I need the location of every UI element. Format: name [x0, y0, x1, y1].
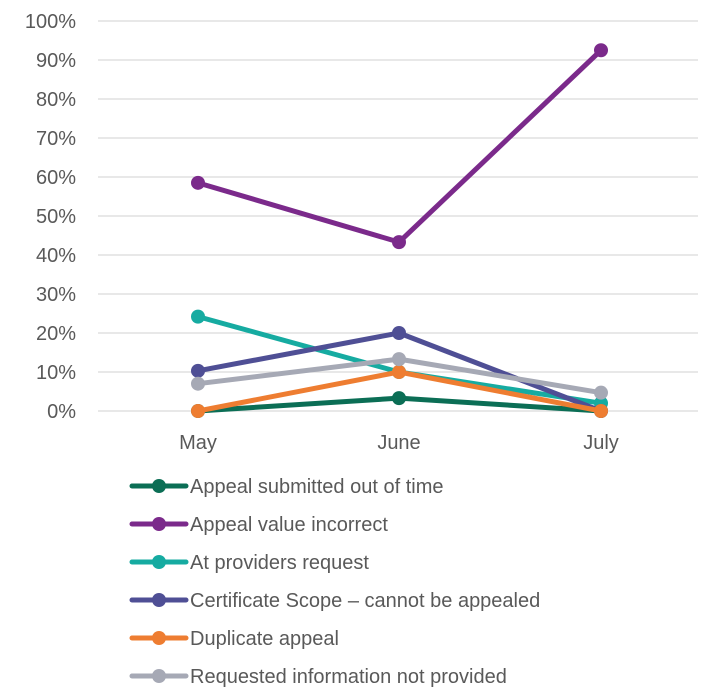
legend-swatch-marker [152, 555, 166, 569]
legend-label: At providers request [190, 552, 369, 574]
data-point [594, 404, 608, 418]
data-point [594, 385, 608, 400]
series-line [195, 47, 604, 245]
legend-label: Appeal submitted out of time [190, 476, 443, 498]
y-axis-tick-labels: 0% 10% 20% 30% 40% 50% 60% 70% 80% 90% 100% [25, 11, 76, 423]
legend-item: Requested information not provided [129, 666, 507, 688]
legend-item: Certificate Scope – cannot be appealed [129, 590, 540, 612]
x-axis-tick-labels: May June July [179, 432, 619, 454]
y-tick-label: 50% [36, 206, 76, 228]
legend-label: Appeal value incorrect [190, 514, 388, 536]
data-point [191, 363, 205, 378]
x-tick-label: May [179, 432, 217, 454]
series-group [191, 352, 608, 400]
legend-swatch-marker [152, 479, 166, 493]
y-tick-label: 60% [36, 167, 76, 189]
y-tick-label: 40% [36, 245, 76, 267]
y-tick-label: 80% [36, 89, 76, 111]
legend-swatch-marker [152, 593, 166, 607]
data-series [191, 43, 608, 418]
data-point [191, 376, 205, 391]
legend-item: Appeal value incorrect [129, 514, 388, 536]
legend-item: Duplicate appeal [129, 628, 339, 650]
legend-swatch-marker [152, 517, 166, 531]
series-group [191, 365, 608, 418]
data-point [392, 352, 406, 367]
legend-swatch-marker [152, 669, 166, 683]
legend-label: Duplicate appeal [190, 628, 339, 650]
legend-item: Appeal submitted out of time [129, 476, 443, 498]
data-point [392, 365, 406, 379]
y-tick-label: 20% [36, 323, 76, 345]
x-tick-label: June [377, 432, 420, 454]
legend-swatch-marker [152, 631, 166, 645]
data-point [191, 175, 205, 190]
y-tick-label: 30% [36, 284, 76, 306]
y-tick-label: 90% [36, 50, 76, 72]
data-point [191, 309, 205, 324]
data-point [392, 391, 406, 406]
data-point [594, 43, 608, 58]
data-point [392, 235, 406, 250]
y-tick-label: 10% [36, 362, 76, 384]
data-point [392, 326, 406, 340]
legend-label: Certificate Scope – cannot be appealed [190, 590, 540, 612]
y-tick-label: 100% [25, 11, 76, 33]
legend-item: At providers request [129, 552, 369, 574]
legend-label: Requested information not provided [190, 666, 507, 688]
data-point [191, 404, 205, 418]
y-tick-label: 70% [36, 128, 76, 150]
x-tick-label: July [583, 432, 619, 454]
y-tick-label: 0% [47, 401, 76, 423]
legend: Appeal submitted out of time Appeal value… [129, 476, 540, 688]
series-group [191, 43, 608, 250]
